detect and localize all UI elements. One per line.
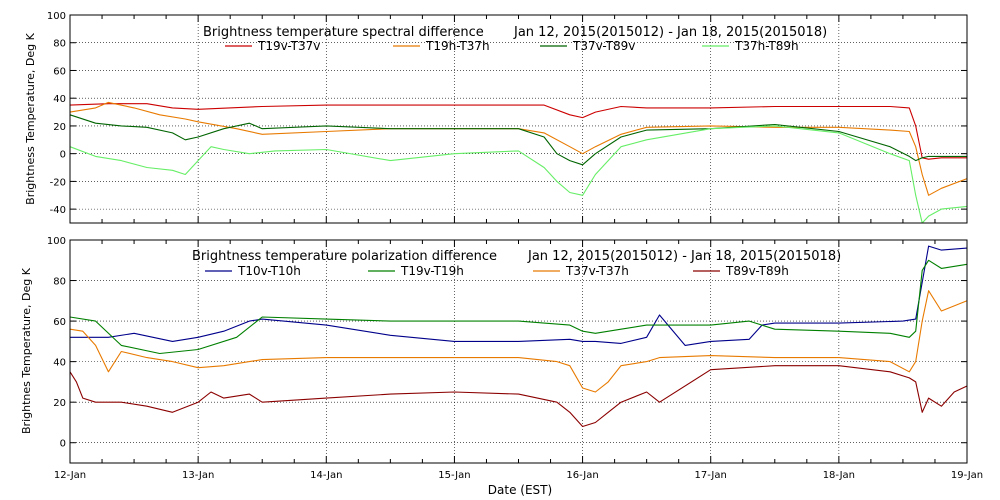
x-axis-label: Date (EST) — [488, 483, 552, 497]
plot-frame-bottom — [69, 239, 968, 464]
y-tick-label: 100 — [47, 11, 66, 22]
y-tick-label: 20 — [53, 398, 66, 409]
x-tick-label: 12-Jan — [54, 470, 86, 481]
series-group-bottom — [69, 245, 968, 428]
y-tick-label: 20 — [53, 122, 66, 133]
y-tick-label: 40 — [53, 94, 66, 105]
x-tick-label: 13-Jan — [182, 470, 214, 481]
legend-entry: T10v-T10h — [237, 264, 301, 278]
x-tick-label: 17-Jan — [695, 470, 727, 481]
chart-date-range-bottom: Jan 12, 2015(2015012) - Jan 18, 2015(201… — [527, 249, 841, 264]
x-tick-label: 19-Jan — [951, 470, 983, 481]
y-tick-label: 60 — [53, 66, 66, 77]
x-tick-label: 16-Jan — [566, 470, 598, 481]
x-tick-label: 18-Jan — [823, 470, 855, 481]
legend-entry: T37v-T37h — [565, 264, 629, 278]
x-tick-label: 15-Jan — [438, 470, 470, 481]
legend-entry: T19v-T37v — [257, 39, 320, 53]
y-axis-label-bottom: Brightnes Temperature, Deg K — [20, 267, 33, 434]
plot-frame-top — [69, 14, 968, 224]
y-tick-label: 80 — [53, 277, 66, 288]
series-line-t89v-t89h — [69, 365, 968, 428]
chart-title-top: Brightness temperature spectral differen… — [203, 25, 484, 40]
series-line-t37v-t89v — [69, 114, 967, 166]
y-tick-label: -20 — [50, 177, 66, 188]
legend-entry: T89v-T89h — [725, 264, 789, 278]
y-tick-label: 40 — [53, 358, 66, 369]
legend-entry: T19h-T37h — [425, 39, 490, 53]
polarization-difference-panel: 0 20 40 60 80 100 12-Jan 13-Jan 14-Jan 15-Jan 16-J… — [20, 236, 983, 497]
grid-bottom — [70, 239, 967, 463]
axis-ticks-bottom: 0 20 40 60 80 100 12-Jan 13-Jan 14-Jan 15-Jan 16-J… — [47, 236, 983, 481]
y-axis-label-top: Brightness Temperature, Deg K — [24, 32, 37, 204]
legend-entry: T37h-T89h — [734, 39, 799, 53]
series-line-t10v-t10h — [70, 245, 968, 346]
y-tick-label: 0 — [60, 439, 66, 450]
legend-top: T19v-T37v T19h-T37h T37v-T89v T37h-T89h — [225, 39, 799, 53]
series-line-t19v-t19h — [69, 259, 968, 355]
series-group-top — [69, 101, 968, 224]
chart-title-bottom: Brightness temperature polarization diff… — [192, 249, 497, 264]
y-tick-label: 60 — [53, 317, 66, 328]
series-line-t37h-t89h — [69, 125, 968, 224]
y-tick-label: -40 — [50, 205, 66, 216]
legend-entry: T19v-T19h — [400, 264, 464, 278]
series-line-t19v-t37v — [69, 103, 967, 160]
legend-entry: T37v-T89v — [572, 39, 635, 53]
y-tick-label: 100 — [47, 236, 66, 247]
spectral-difference-panel: -40 -20 0 20 40 60 80 100 T19v-T37v T19h-T37h T37… — [24, 11, 968, 224]
y-tick-label: 80 — [53, 39, 66, 50]
series-line-t37v-t37h — [69, 290, 968, 393]
legend-bottom: T10v-T10h T19v-T19h T37v-T37h T89v-T89h — [205, 264, 789, 278]
grid-top — [70, 14, 967, 223]
x-tick-label: 14-Jan — [310, 470, 342, 481]
series-line-t19h-t37h — [69, 101, 968, 196]
chart-date-range-top: Jan 12, 2015(2015012) - Jan 18, 2015(201… — [513, 25, 827, 40]
y-tick-label: 0 — [60, 150, 66, 161]
